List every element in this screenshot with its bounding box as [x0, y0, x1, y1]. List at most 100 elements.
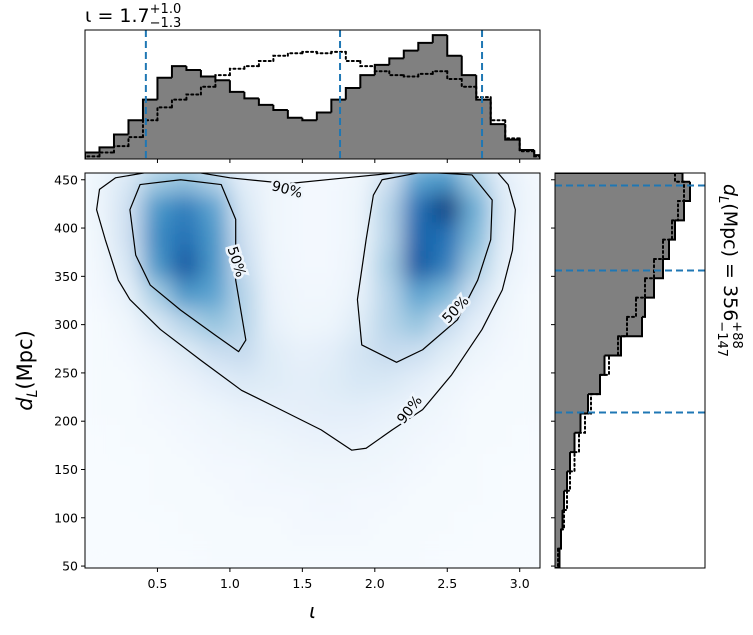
heatmap-cell: [141, 280, 173, 312]
heatmap-cell: [257, 222, 289, 254]
histogram-step: [518, 137, 536, 153]
heatmap-cell: [489, 173, 521, 196]
heatmap-cell: [170, 193, 202, 225]
contours: [95, 173, 516, 451]
histogram-bar: [113, 134, 129, 159]
histogram-step: [653, 238, 664, 260]
histogram-bar: [229, 91, 245, 159]
y-tick-label: 400: [54, 221, 78, 236]
heatmap-cell: [228, 367, 260, 399]
heatmap-cell: [112, 396, 144, 428]
y-label-subscript: L: [25, 390, 41, 398]
histogram-bar: [476, 99, 491, 159]
histogram-step: [185, 66, 201, 71]
heatmap-cell: [344, 280, 376, 312]
histogram-step: [599, 354, 610, 376]
histogram-bar: [128, 120, 143, 159]
heatmap-cell: [286, 425, 318, 457]
heatmap-cell: [170, 173, 202, 196]
heatmap-cell: [489, 396, 521, 428]
histogram-step: [654, 258, 664, 280]
heatmap-cell: [85, 193, 115, 225]
heatmap-cell: [518, 540, 540, 568]
heatmap-cell: [199, 367, 231, 399]
histogram-step: [617, 315, 628, 338]
histogram-step: [489, 96, 507, 122]
heatmap-cell: [170, 396, 202, 428]
y-tick-label: 150: [54, 462, 78, 477]
histogram-step: [431, 34, 448, 43]
title-upper: +1.0: [150, 2, 182, 17]
heatmap-cell: [402, 482, 434, 514]
heatmap-cell: [286, 367, 318, 399]
heatmap-cell: [373, 280, 405, 312]
label-text: (Mpc) = 356: [719, 203, 741, 321]
heatmap-cell: [170, 251, 202, 283]
heatmap-cell: [257, 425, 289, 457]
x-tick-label: 2.5: [437, 576, 457, 591]
heatmap-cell: [402, 367, 434, 399]
y-tick-label: 50: [62, 559, 78, 574]
heatmap-cell: [170, 338, 202, 370]
histogram-step: [417, 72, 434, 78]
histogram-step: [621, 316, 643, 338]
heatmap-cell: [402, 396, 434, 428]
histogram-bar: [244, 98, 259, 159]
heatmap-cell: [373, 309, 405, 341]
heatmap-cell: [257, 367, 289, 399]
heatmap-cell: [85, 396, 115, 428]
histogram-step: [645, 278, 655, 299]
heatmap-cell: [85, 540, 115, 568]
histogram-bar: [519, 149, 535, 159]
histogram-step: [141, 119, 159, 139]
heatmap-cell: [85, 425, 115, 457]
heatmap-cell: [373, 193, 405, 225]
histogram-bar: [555, 394, 588, 414]
heatmap-cell: [518, 396, 540, 428]
histogram-step: [156, 76, 172, 100]
histogram-step: [431, 70, 449, 75]
histogram-step: [663, 239, 670, 260]
heatmap-cell: [286, 173, 318, 196]
heatmap-cell: [286, 309, 318, 341]
heatmap-cell: [402, 251, 434, 283]
heatmap-cell: [112, 482, 144, 514]
histogram-step: [677, 180, 685, 203]
x-tick-label: 2.0: [365, 576, 385, 591]
contour-line: [356, 173, 493, 363]
heatmap-cell: [431, 425, 463, 457]
heatmap-cell: [431, 193, 463, 225]
heatmap-cell: [489, 309, 521, 341]
histogram-step: [635, 277, 646, 299]
right-label: dL (Mpc) = 356+88−147: [714, 184, 744, 357]
heatmap-cell: [141, 338, 173, 370]
x-tick-label: 0.5: [148, 576, 168, 591]
heatmap-cell: [460, 540, 492, 568]
heatmap-cell: [286, 251, 318, 283]
heatmap-cell: [112, 309, 144, 341]
histogram-step: [243, 91, 259, 100]
heatmap-cell: [489, 425, 521, 457]
heatmap-cell: [112, 251, 144, 283]
histogram-step: [228, 67, 246, 77]
heatmap-cell: [199, 425, 231, 457]
heatmap-cell: [199, 454, 231, 485]
heatmap-cell: [460, 367, 492, 399]
histogram-bar: [490, 124, 506, 159]
heatmap-cell: [85, 309, 115, 341]
heatmap-cell: [199, 251, 231, 283]
histogram-bar: [555, 336, 621, 356]
histogram-step: [185, 93, 202, 101]
heatmap-cell: [286, 482, 318, 514]
heatmap-cell: [199, 540, 231, 568]
heatmap-cell: [228, 280, 260, 312]
histogram-step: [460, 78, 478, 88]
heatmap-cell: [199, 396, 231, 428]
heatmap-cell: [228, 251, 260, 283]
heatmap-cell: [85, 251, 115, 283]
heatmap-cell: [286, 193, 318, 225]
heatmap-cell: [489, 454, 521, 485]
histogram-bar: [302, 120, 317, 159]
heatmap-cell: [257, 251, 289, 283]
heatmap-cell: [460, 280, 492, 312]
